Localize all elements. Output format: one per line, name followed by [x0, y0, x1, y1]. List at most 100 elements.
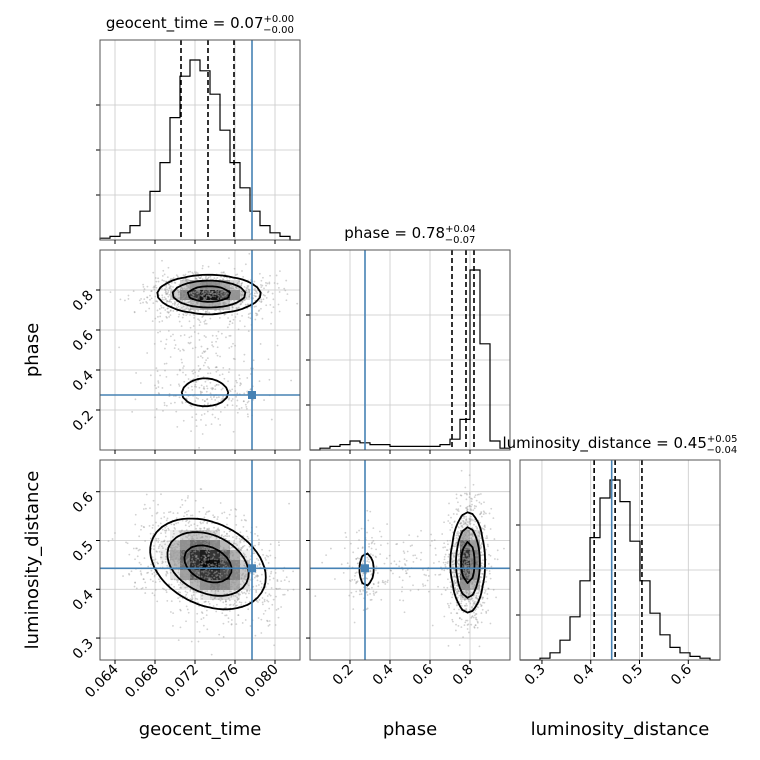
sample-point — [370, 598, 373, 601]
sample-point — [161, 528, 164, 531]
sample-point — [190, 302, 193, 304]
sample-point — [285, 576, 288, 579]
sample-point — [214, 288, 217, 291]
sample-point — [151, 592, 154, 595]
sample-point — [163, 588, 166, 591]
sample-point — [237, 289, 239, 292]
sample-point — [240, 604, 243, 606]
sample-point — [231, 551, 234, 554]
sample-point — [214, 416, 217, 419]
sample-point — [197, 571, 200, 574]
sample-point — [206, 410, 209, 413]
sample-point — [189, 404, 192, 406]
sample-point — [145, 507, 147, 510]
sample-point — [217, 598, 220, 601]
sample-point — [190, 561, 192, 563]
sample-point — [444, 565, 447, 568]
sample-point — [469, 522, 472, 525]
sample-point — [392, 572, 394, 575]
sample-point — [446, 539, 449, 542]
sample-point — [468, 492, 471, 494]
sample-point — [485, 537, 487, 540]
sample-point — [261, 284, 264, 287]
sample-point — [215, 278, 218, 281]
sample-point — [214, 388, 217, 391]
sample-point — [462, 521, 465, 523]
sample-point — [206, 521, 209, 524]
sample-point — [408, 575, 411, 578]
sample-point — [182, 305, 185, 308]
sample-point — [194, 597, 197, 600]
sample-point — [264, 592, 267, 594]
sample-point — [153, 285, 156, 288]
sample-point — [353, 578, 356, 581]
sample-point — [135, 372, 138, 374]
sample-point — [266, 620, 269, 623]
sample-point — [480, 545, 483, 548]
sample-point — [186, 280, 189, 283]
sample-point — [204, 513, 207, 515]
injection-marker — [248, 564, 256, 573]
sample-point — [142, 283, 145, 286]
sample-point — [195, 534, 198, 537]
sample-point — [211, 291, 214, 293]
sample-point — [211, 564, 214, 567]
sample-point — [157, 381, 160, 384]
sample-point — [180, 286, 183, 289]
sample-point — [234, 298, 236, 301]
sample-point — [226, 404, 229, 407]
sample-point — [224, 550, 227, 552]
sample-point — [238, 288, 241, 291]
sample-point — [200, 294, 203, 297]
sample-point — [208, 569, 211, 571]
sample-point — [203, 560, 206, 563]
sample-point — [213, 572, 215, 575]
sample-point — [179, 546, 182, 549]
sample-point — [224, 294, 227, 297]
sample-point — [422, 568, 424, 571]
sample-point — [220, 297, 223, 300]
sample-point — [128, 553, 131, 556]
sample-point — [165, 376, 168, 378]
sample-point — [205, 614, 208, 617]
sample-point — [461, 587, 464, 590]
sample-point — [231, 306, 234, 309]
sample-point — [210, 398, 213, 401]
sample-point — [229, 550, 232, 553]
sample-point — [177, 291, 180, 294]
sample-point — [247, 330, 250, 333]
sample-point — [471, 554, 474, 557]
sample-point — [218, 262, 221, 265]
sample-point — [475, 575, 477, 578]
sample-point — [181, 554, 184, 557]
density-cell — [190, 560, 200, 570]
sample-point — [374, 555, 377, 558]
sample-point — [463, 565, 466, 568]
sample-point — [190, 524, 193, 527]
sample-point — [480, 621, 483, 624]
sample-point — [184, 499, 187, 502]
sample-point — [474, 554, 477, 557]
sample-point — [176, 546, 179, 549]
sample-point — [213, 541, 216, 544]
sample-point — [172, 536, 174, 538]
sample-point — [231, 555, 234, 557]
sample-point — [469, 574, 472, 577]
sample-point — [218, 576, 221, 578]
sample-point — [175, 564, 178, 567]
sample-point — [161, 320, 164, 322]
sample-point — [229, 287, 232, 289]
density-cell — [210, 560, 220, 570]
sample-point — [153, 594, 156, 597]
sample-point — [238, 292, 241, 294]
sample-point — [203, 297, 206, 299]
sample-point — [187, 301, 190, 304]
sample-point — [243, 360, 245, 363]
sample-point — [432, 562, 435, 564]
sample-point — [244, 619, 247, 621]
sample-point — [179, 591, 182, 594]
sample-point — [483, 511, 486, 514]
sample-point — [238, 537, 241, 540]
sample-point — [247, 286, 249, 288]
sample-point — [152, 533, 155, 535]
